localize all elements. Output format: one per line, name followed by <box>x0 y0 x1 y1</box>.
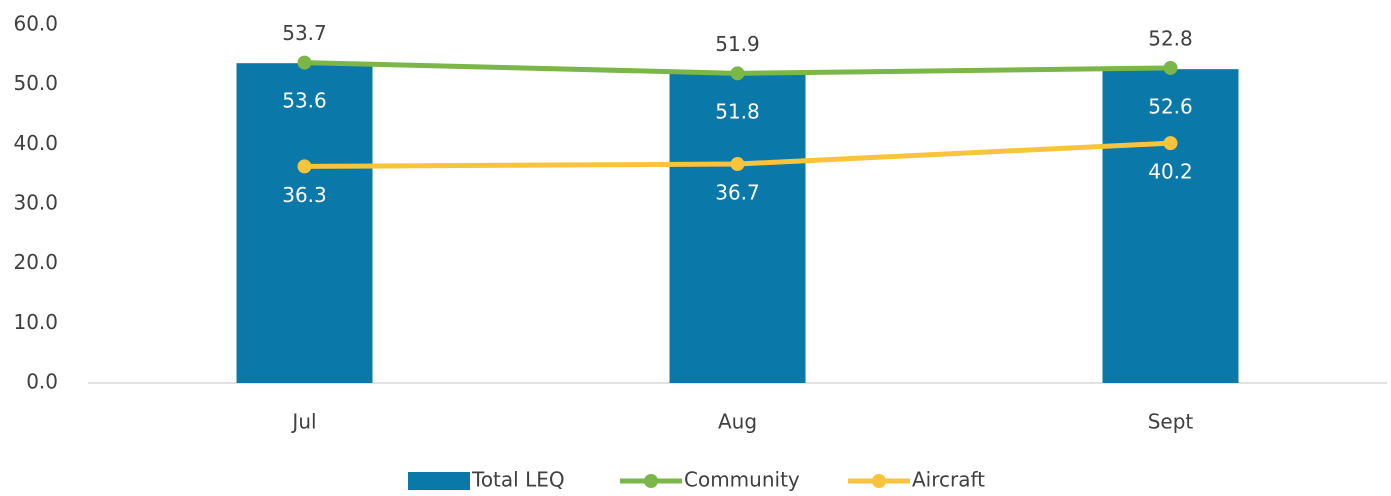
data-label: 51.9 <box>715 32 760 56</box>
marker <box>730 157 745 172</box>
legend-label: Community <box>684 468 800 492</box>
bar <box>236 63 373 383</box>
data-label: 53.6 <box>282 89 327 113</box>
legend-label: Total LEQ <box>471 468 565 492</box>
y-tick-label: 0.0 <box>26 370 58 394</box>
x-tick-label: Jul <box>290 410 316 434</box>
y-tick-label: 60.0 <box>13 12 58 36</box>
x-tick-label: Sept <box>1148 410 1194 434</box>
y-tick-label: 20.0 <box>13 250 58 274</box>
data-label: 36.7 <box>715 181 760 205</box>
data-label: 53.7 <box>282 21 327 45</box>
legend-swatch <box>872 474 886 488</box>
y-tick-label: 30.0 <box>13 191 58 215</box>
marker <box>1163 60 1178 75</box>
data-label: 40.2 <box>1148 160 1193 184</box>
marker <box>297 55 312 70</box>
data-label: 52.6 <box>1148 95 1193 119</box>
legend-swatch <box>408 472 470 490</box>
bar <box>1102 69 1239 384</box>
marker <box>1163 136 1178 151</box>
marker <box>730 66 745 81</box>
data-label: 51.8 <box>715 99 760 123</box>
y-tick-label: 40.0 <box>13 131 58 155</box>
legend-swatch <box>644 474 658 488</box>
y-tick-label: 10.0 <box>13 310 58 334</box>
x-tick-label: Aug <box>718 410 757 434</box>
marker <box>297 159 312 174</box>
y-tick-label: 50.0 <box>13 71 58 95</box>
data-label: 36.3 <box>282 183 327 207</box>
bar <box>669 73 806 383</box>
data-label: 52.8 <box>1148 26 1193 50</box>
legend-label: Aircraft <box>912 468 985 492</box>
